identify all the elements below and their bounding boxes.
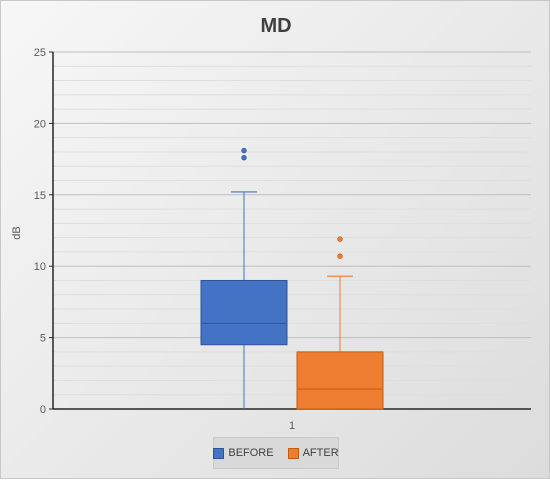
legend-swatch-after: [287, 447, 299, 459]
axes: 0 5 10 15 20 25 1: [34, 47, 531, 432]
x-tick-label: 1: [289, 420, 295, 432]
y-tick-label: 25: [34, 47, 46, 59]
chart-title: MD: [260, 15, 291, 37]
outlier-before: [241, 147, 247, 154]
legend-swatch-before: [213, 447, 225, 459]
legend: BEFORE AFTER: [213, 437, 339, 469]
outlier-after: [337, 253, 343, 259]
box-after: [296, 351, 384, 410]
legend-label-before: BEFORE: [228, 447, 274, 459]
outlier-after: [337, 236, 343, 242]
y-tick-label: 0: [40, 404, 46, 416]
box-before: [200, 279, 288, 346]
y-axis-label: dB: [11, 226, 23, 239]
legend-item-before: BEFORE: [213, 447, 274, 459]
legend-item-after: AFTER: [287, 447, 339, 459]
y-tick-label: 10: [34, 261, 46, 273]
box-plots: [200, 147, 384, 410]
legend-label-after: AFTER: [302, 447, 339, 459]
y-tick-label: 20: [34, 118, 46, 130]
y-tick-label: 15: [34, 190, 46, 202]
y-tick-label: 5: [40, 333, 46, 345]
gridlines: [53, 51, 531, 396]
outlier-before: [241, 154, 247, 161]
